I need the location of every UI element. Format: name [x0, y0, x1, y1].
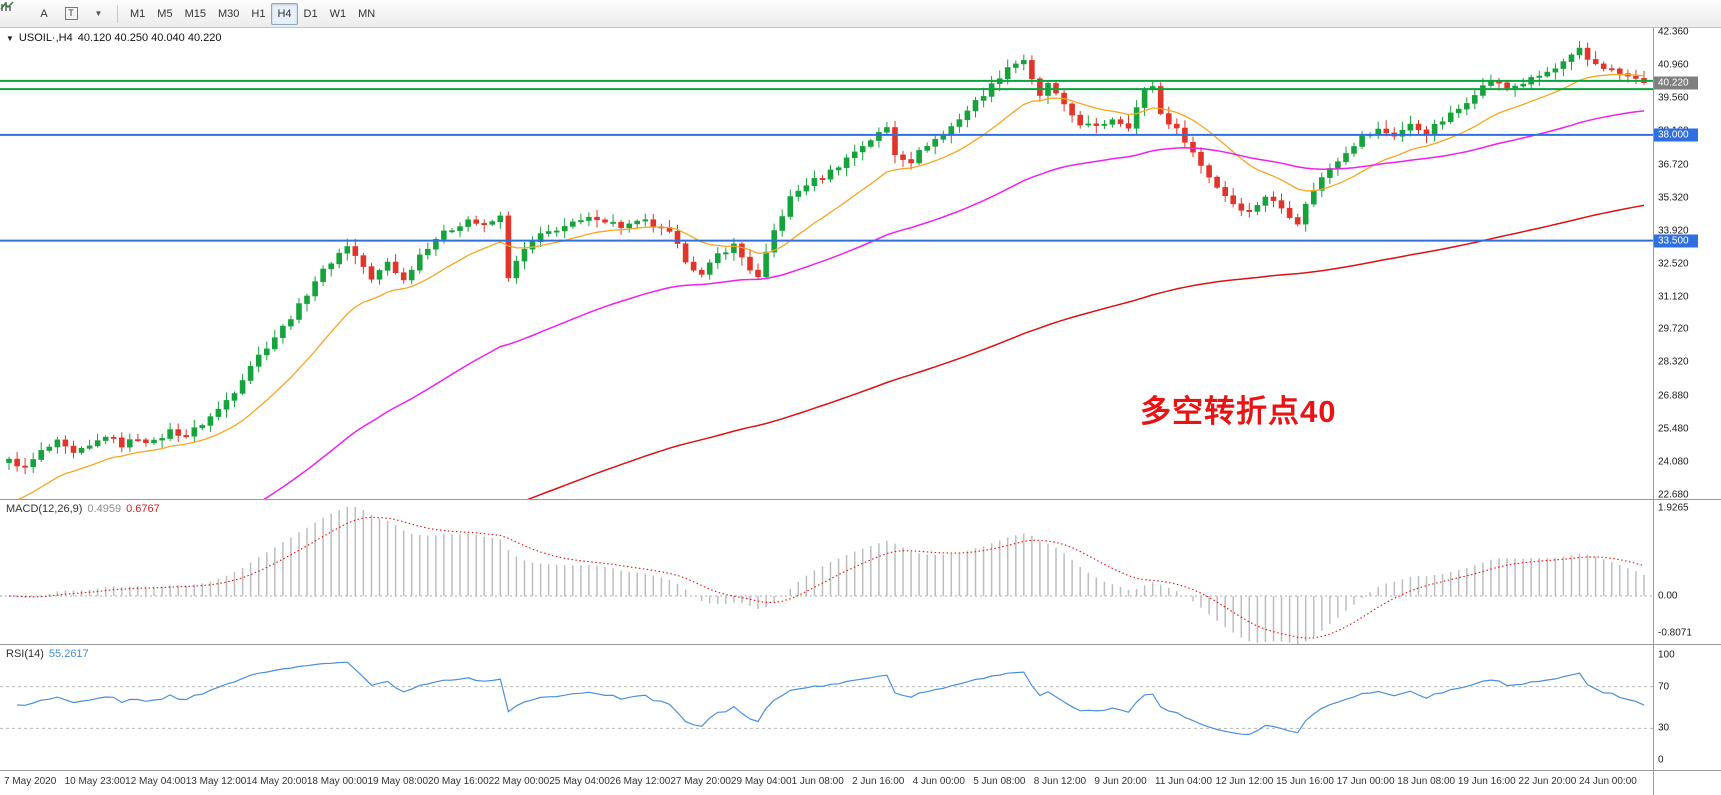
indicators-icon[interactable]: ▼	[0, 1, 111, 25]
time-axis-label: 29 May 04:00	[730, 776, 792, 787]
timeframe-h4-button[interactable]: H4	[271, 2, 298, 25]
macd-histogram	[16, 506, 1645, 644]
time-axis-row: 7 May 2020 10 May 23:00 12 May 04:00 13 May…	[0, 771, 1721, 795]
price-chart-panel: ▼ USOIL·,H4 40.120 40.250 40.040 40.220 …	[0, 26, 1721, 501]
text-tool-glyph: T	[64, 7, 78, 20]
price-axis-label: 39.560	[1658, 92, 1689, 104]
price-axis-label: 40.960	[1658, 59, 1689, 71]
time-axis-label: 15 Jun 16:00	[1276, 776, 1334, 787]
macd-indicator-panel: MACD(12,26,9) 0.4959 0.6767 1.9265 0.00 -0…	[0, 500, 1721, 645]
price-axis-label: 36.720	[1658, 159, 1689, 171]
rsi-indicator-panel: RSI(14) 55.2617 100 70 30 0	[0, 645, 1721, 771]
toolbar-separator	[117, 4, 118, 23]
time-axis-label: 19 Jun 16:00	[1457, 776, 1516, 787]
time-axis-label: 25 May 04:00	[549, 776, 610, 787]
symbol-dropdown-icon[interactable]: ▼	[6, 33, 14, 43]
rsi-label: RSI(14) 55.2617	[6, 648, 89, 660]
price-tag: 38.000	[1654, 128, 1698, 142]
time-axis[interactable]: 7 May 2020 10 May 23:00 12 May 04:00 13 May…	[0, 771, 1654, 795]
time-axis-label: 22 May 00:00	[488, 776, 550, 787]
price-axis-label: 25.480	[1658, 423, 1689, 435]
rsi-value: 55.2617	[48, 648, 89, 660]
time-axis-label: 4 Jun 00:00	[912, 776, 965, 787]
timeframe-m15-button[interactable]: M15	[184, 7, 206, 20]
price-axis-label: 22.680	[1658, 489, 1689, 501]
symbol-header: ▼ USOIL·,H4 40.120 40.250 40.040 40.220	[6, 32, 221, 44]
price-tag: 33.500	[1654, 234, 1698, 248]
time-axis-label: 12 Jun 12:00	[1215, 776, 1274, 787]
price-axis-label: 31.120	[1658, 291, 1689, 302]
ma-fast-line	[17, 73, 1645, 499]
macd-signal-line	[8, 516, 1645, 639]
macd-axis-label: -0.8071	[1658, 627, 1692, 639]
macd-name: MACD(12,26,9)	[6, 503, 83, 515]
time-axis-corner	[1654, 771, 1721, 795]
chevron-down-icon: ▼	[94, 9, 103, 18]
macd-axis-label: 1.9265	[1658, 502, 1689, 514]
timeframe-m1-button[interactable]: M1	[130, 7, 146, 20]
time-axis-label: 13 May 12:00	[185, 776, 247, 787]
time-axis-label: 12 May 04:00	[125, 776, 186, 787]
timeframe-h1-button[interactable]: H1	[251, 7, 266, 20]
text-tool-icon[interactable]: T	[58, 3, 84, 25]
price-axis-label: 28.320	[1658, 356, 1689, 368]
price-axis-label: 26.880	[1658, 390, 1689, 402]
time-axis-label: 9 Jun 20:00	[1094, 776, 1147, 787]
rsi-axis-label: 100	[1658, 649, 1675, 661]
timeframe-m5-button[interactable]: M5	[157, 7, 173, 20]
macd-label: MACD(12,26,9) 0.4959 0.6767	[6, 503, 160, 515]
price-axis[interactable]: 42.36040.96039.56038.16036.72035.32033.9…	[1654, 26, 1721, 501]
time-axis-label: 1 Jun 08:00	[791, 776, 844, 787]
price-tag: 40.220	[1654, 76, 1698, 90]
macd-plot[interactable]: MACD(12,26,9) 0.4959 0.6767	[0, 500, 1654, 644]
rsi-axis-label: 70	[1658, 681, 1670, 693]
time-axis-label: 27 May 20:00	[670, 776, 731, 787]
timeframe-d1-button[interactable]: D1	[303, 7, 318, 20]
time-axis-label: 24 Jun 00:00	[1579, 776, 1637, 787]
time-axis-label: 2 Jun 16:00	[852, 776, 905, 787]
rsi-axis-label: 0	[1658, 754, 1664, 766]
symbol-ohlc: 40.120 40.250 40.040 40.220	[77, 32, 222, 44]
price-axis-label: 35.320	[1658, 192, 1689, 204]
rsi-axis-label: 30	[1658, 722, 1670, 734]
rsi-plot[interactable]: RSI(14) 55.2617	[0, 645, 1654, 770]
time-axis-label: 22 Jun 20:00	[1518, 776, 1577, 787]
time-axis-label: 7 May 2020	[4, 776, 57, 787]
time-axis-label: 17 Jun 00:00	[1336, 776, 1395, 787]
price-chart-plot[interactable]: ▼ USOIL·,H4 40.120 40.250 40.040 40.220 …	[0, 28, 1654, 499]
time-axis-label: 19 May 08:00	[367, 776, 429, 787]
price-axis-label: 29.720	[1658, 323, 1689, 335]
cursor-a-icon[interactable]: A	[40, 7, 48, 20]
timeframe-mn-button[interactable]: MN	[358, 7, 376, 20]
macd-value-main: 0.4959	[87, 503, 122, 515]
price-axis-label: 33.920	[1658, 225, 1689, 237]
time-axis-label: 10 May 23:00	[64, 776, 126, 787]
time-axis-label: 5 Jun 08:00	[973, 776, 1026, 787]
rsi-axis[interactable]: 100 70 30 0	[1654, 645, 1721, 770]
macd-axis[interactable]: 1.9265 0.00 -0.8071	[1654, 500, 1721, 644]
time-axis-label: 11 Jun 04:00	[1154, 776, 1213, 787]
chart-toolbar: A T ▼ M1 M5 M15 M30 H1 H4 D1 W1 MN	[0, 0, 1721, 28]
ma-mid-line	[263, 110, 1645, 499]
chart-text-annotation[interactable]: 多空转折点40	[1140, 394, 1337, 429]
time-axis-label: 26 May 12:00	[609, 776, 671, 787]
time-axis-label: 20 May 16:00	[428, 776, 489, 787]
price-axis-label: 24.080	[1658, 456, 1689, 468]
timeframe-w1-button[interactable]: W1	[329, 7, 347, 20]
rsi-name: RSI(14)	[6, 648, 44, 660]
macd-axis-label: 0.00	[1658, 590, 1678, 602]
ma-slow-line	[526, 204, 1645, 499]
time-axis-label: 18 Jun 08:00	[1397, 776, 1456, 787]
time-axis-label: 8 Jun 12:00	[1033, 776, 1087, 787]
macd-value-signal: 0.6767	[126, 503, 160, 515]
time-axis-label: 18 May 00:00	[306, 776, 368, 787]
rsi-line	[17, 661, 1645, 736]
timeframe-m30-button[interactable]: M30	[217, 7, 240, 20]
symbol-title: USOIL·,H4	[18, 32, 73, 44]
timeframe-group: M1 M5 M15 M30 H1 H4 D1 W1 MN	[124, 2, 381, 25]
time-axis-label: 14 May 20:00	[246, 776, 307, 787]
price-axis-label: 42.360	[1658, 26, 1689, 38]
price-axis-label: 32.520	[1658, 258, 1689, 270]
